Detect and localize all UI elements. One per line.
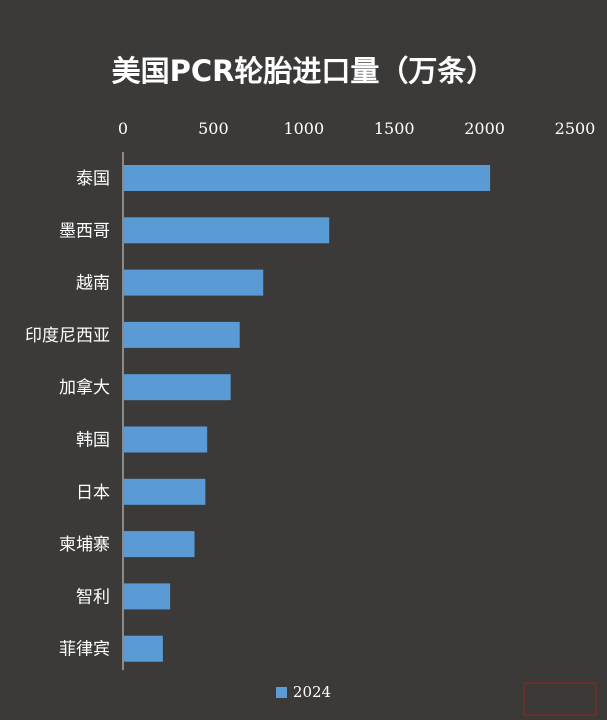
category-label: 智利 [76, 587, 110, 607]
bar [124, 531, 195, 558]
legend-swatch [275, 686, 287, 698]
category-label: 加拿大 [59, 377, 110, 398]
chart-title: 美国PCR轮胎进口量（万条） [111, 54, 496, 88]
x-tick-label: 500 [198, 119, 229, 138]
legend-label: 2024 [292, 683, 332, 701]
category-label: 菲律宾 [59, 640, 110, 660]
bar [124, 374, 231, 401]
x-tick-label: 1000 [283, 119, 324, 138]
category-label: 印度尼西亚 [25, 326, 110, 346]
watermark-logo [523, 682, 597, 716]
category-label: 墨西哥 [59, 221, 110, 241]
category-label: 韩国 [76, 431, 110, 451]
bar [124, 321, 240, 348]
x-tick-label: 2000 [464, 119, 505, 138]
category-label: 越南 [76, 274, 110, 294]
x-tick-label: 2500 [555, 119, 596, 138]
bar [124, 165, 491, 191]
x-tick-label: 1500 [374, 119, 415, 138]
bar [124, 478, 206, 505]
x-tick-label: 0 [118, 119, 128, 138]
bar [124, 635, 163, 662]
bar [124, 269, 264, 296]
category-label: 泰国 [76, 169, 110, 189]
legend: 2024 [0, 683, 607, 701]
bar [124, 426, 208, 453]
category-label: 日本 [76, 483, 110, 503]
category-label: 柬埔寨 [59, 535, 110, 555]
bar [124, 217, 330, 244]
bar [124, 583, 171, 610]
